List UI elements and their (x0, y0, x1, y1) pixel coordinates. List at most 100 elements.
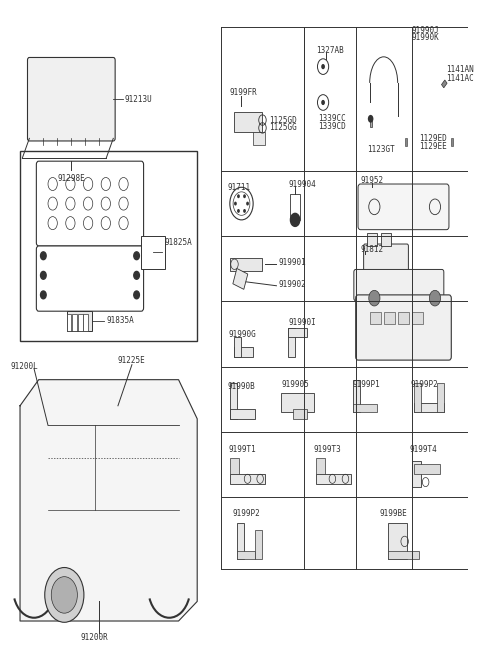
Text: 91825A: 91825A (165, 238, 192, 247)
Bar (414, 464, 440, 474)
Bar (442, 80, 447, 88)
Text: 1141AC: 1141AC (446, 74, 474, 83)
Bar (84, 314, 88, 331)
Text: 91200L: 91200L (11, 362, 38, 371)
FancyBboxPatch shape (36, 246, 144, 311)
Text: 919904: 919904 (288, 179, 316, 189)
Bar (414, 403, 444, 412)
Bar (353, 380, 360, 412)
Circle shape (243, 195, 246, 198)
Bar (255, 530, 263, 559)
Bar (230, 383, 237, 419)
Text: 919905: 919905 (281, 380, 309, 389)
Text: 9199T3: 9199T3 (314, 445, 341, 454)
Bar (370, 312, 381, 324)
Text: 91225E: 91225E (118, 356, 146, 365)
Text: 91812: 91812 (360, 245, 384, 253)
Bar (230, 474, 265, 484)
FancyBboxPatch shape (36, 161, 144, 246)
Circle shape (237, 209, 240, 213)
Text: 9199P2: 9199P2 (232, 509, 260, 518)
Text: 91990I: 91990I (288, 318, 316, 327)
Bar (237, 552, 255, 559)
Bar (316, 474, 351, 484)
Bar (384, 312, 396, 324)
Text: 91213U: 91213U (125, 95, 153, 103)
Bar (67, 311, 92, 331)
Bar (235, 347, 253, 357)
Circle shape (237, 195, 240, 198)
Bar (233, 269, 248, 290)
Circle shape (134, 291, 139, 299)
Text: 919901: 919901 (279, 258, 307, 267)
FancyBboxPatch shape (354, 269, 444, 301)
Bar (316, 458, 325, 474)
Circle shape (51, 576, 77, 613)
Text: 91298E: 91298E (58, 174, 85, 183)
Bar (237, 523, 244, 559)
Text: 91990B: 91990B (228, 382, 255, 390)
Text: 91952: 91952 (360, 176, 384, 185)
Bar (405, 138, 407, 145)
Bar (288, 328, 307, 337)
Bar (381, 233, 391, 246)
Bar (293, 409, 307, 419)
Bar (367, 233, 377, 246)
Text: 9199BE: 9199BE (379, 509, 407, 518)
Text: 91990J: 91990J (412, 26, 439, 35)
Circle shape (134, 271, 139, 279)
Text: 1125GD: 1125GD (269, 115, 297, 124)
Bar (253, 132, 265, 145)
Bar (290, 194, 300, 220)
Circle shape (369, 290, 380, 306)
Text: 1141AN: 1141AN (446, 66, 474, 75)
Bar (414, 383, 421, 412)
Circle shape (243, 209, 246, 213)
Circle shape (40, 252, 46, 259)
Circle shape (321, 64, 325, 69)
Text: 91990K: 91990K (412, 33, 439, 42)
Bar (388, 523, 407, 559)
Bar (412, 461, 421, 487)
Circle shape (234, 202, 237, 206)
Text: 1339CC: 1339CC (318, 114, 346, 123)
Bar (412, 312, 423, 324)
Bar (235, 337, 241, 357)
Text: 1123GT: 1123GT (367, 145, 395, 154)
Bar (388, 552, 419, 559)
Bar (72, 314, 77, 331)
Circle shape (321, 100, 325, 105)
Bar (397, 312, 409, 324)
Bar (230, 409, 255, 419)
Circle shape (290, 214, 300, 227)
FancyBboxPatch shape (356, 295, 451, 360)
Text: 1327AB: 1327AB (316, 46, 344, 55)
Bar (451, 138, 453, 145)
Bar (78, 314, 83, 331)
Circle shape (246, 202, 249, 206)
Bar (230, 257, 263, 271)
Text: 1339CD: 1339CD (318, 122, 346, 131)
Bar (235, 112, 263, 132)
Circle shape (430, 290, 441, 306)
FancyBboxPatch shape (358, 184, 449, 230)
Bar (353, 404, 377, 412)
Text: 1129EE: 1129EE (419, 141, 446, 151)
Bar (281, 393, 314, 412)
Text: 91711: 91711 (228, 183, 251, 192)
Text: 91200R: 91200R (81, 633, 108, 642)
Bar (20, 151, 197, 341)
Text: 1125GG: 1125GG (269, 123, 297, 132)
Circle shape (40, 291, 46, 299)
Bar (288, 328, 295, 357)
Text: 9199T1: 9199T1 (229, 445, 257, 454)
Circle shape (40, 271, 46, 279)
Polygon shape (20, 380, 197, 621)
Bar (437, 383, 444, 412)
Text: 9199FR: 9199FR (230, 88, 258, 97)
Circle shape (45, 567, 84, 622)
Bar (67, 314, 72, 331)
Text: 91835A: 91835A (106, 316, 134, 326)
FancyBboxPatch shape (364, 244, 408, 274)
Bar (230, 458, 239, 474)
